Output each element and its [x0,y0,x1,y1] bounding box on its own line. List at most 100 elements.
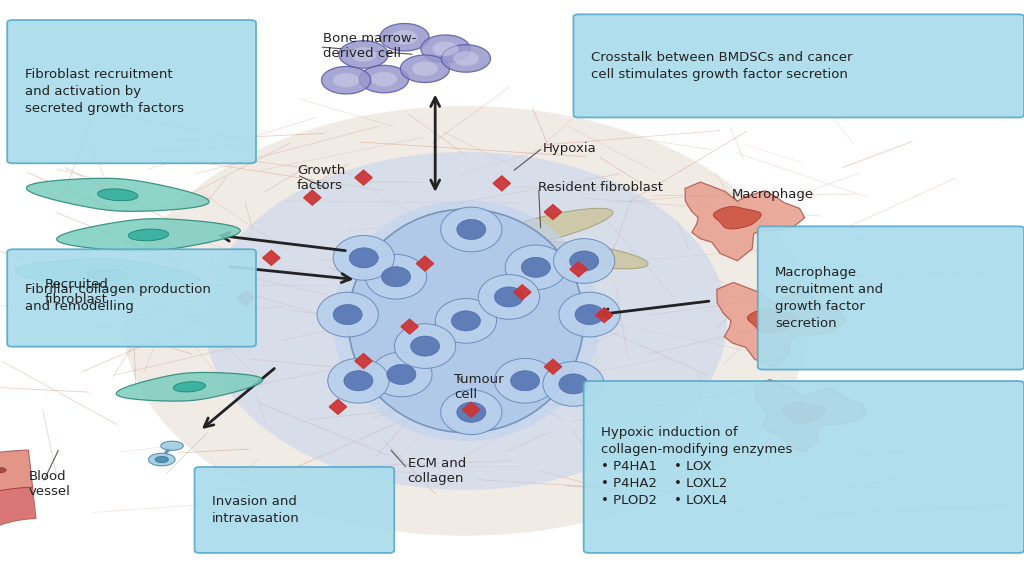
Text: Hypoxia: Hypoxia [543,143,596,155]
Text: Bone marrow-
derived cell: Bone marrow- derived cell [323,32,416,60]
Ellipse shape [344,371,373,391]
Polygon shape [685,182,805,261]
Ellipse shape [505,245,566,290]
Ellipse shape [495,287,523,307]
Ellipse shape [495,359,556,403]
Ellipse shape [412,61,438,76]
FancyBboxPatch shape [758,226,1024,370]
Text: Invasion and
intravasation: Invasion and intravasation [212,495,300,525]
Polygon shape [519,241,648,269]
Ellipse shape [521,257,550,277]
Polygon shape [473,208,612,250]
Ellipse shape [87,269,128,281]
Polygon shape [781,402,825,423]
Text: Resident fibroblast: Resident fibroblast [538,182,663,194]
Polygon shape [263,250,280,265]
Polygon shape [339,41,388,68]
Ellipse shape [391,30,418,45]
FancyBboxPatch shape [7,249,256,347]
Ellipse shape [348,209,584,433]
Ellipse shape [333,236,394,280]
Polygon shape [421,35,470,62]
Polygon shape [0,450,33,573]
Ellipse shape [0,468,6,473]
Text: Hypoxic induction of
collagen-modifying enzymes
• P4HA1    • LOX
• P4HA2    • LO: Hypoxic induction of collagen-modifying … [601,426,793,508]
Ellipse shape [432,41,459,56]
Polygon shape [494,176,510,191]
Ellipse shape [452,311,480,331]
Ellipse shape [453,51,479,66]
Ellipse shape [457,219,485,240]
Ellipse shape [128,229,169,241]
Polygon shape [417,256,433,271]
Text: Tumour
cell: Tumour cell [455,373,504,401]
Polygon shape [596,308,612,323]
Ellipse shape [349,248,378,268]
Polygon shape [748,309,799,333]
Ellipse shape [371,72,397,87]
Ellipse shape [478,274,540,319]
Polygon shape [304,190,321,205]
Polygon shape [514,285,530,300]
Text: Growth
factors: Growth factors [297,164,345,191]
Polygon shape [714,206,761,229]
Ellipse shape [148,453,175,466]
Ellipse shape [440,390,502,435]
Polygon shape [756,380,866,452]
Ellipse shape [371,352,432,397]
FancyBboxPatch shape [573,14,1024,117]
Polygon shape [238,291,254,305]
Ellipse shape [173,382,206,392]
Ellipse shape [123,106,809,536]
Ellipse shape [411,336,439,356]
Ellipse shape [511,371,540,391]
Ellipse shape [156,456,168,463]
FancyBboxPatch shape [195,467,394,553]
Ellipse shape [366,254,427,299]
Ellipse shape [350,47,377,62]
Ellipse shape [333,304,362,325]
Ellipse shape [328,359,389,403]
Text: ECM and
collagen: ECM and collagen [408,457,466,485]
Text: Crosstalk between BMDSCs and cancer
cell stimulates growth factor secretion: Crosstalk between BMDSCs and cancer cell… [591,51,852,81]
Text: Macrophage: Macrophage [732,189,814,201]
Text: Recruited
fibroblast: Recruited fibroblast [45,278,109,306]
Polygon shape [545,359,561,374]
Polygon shape [463,402,479,417]
Ellipse shape [435,299,497,343]
Polygon shape [441,45,490,72]
Polygon shape [380,23,429,51]
Ellipse shape [394,324,456,368]
Ellipse shape [569,251,599,271]
Polygon shape [0,487,36,573]
Text: Macrophage
recruitment and
growth factor
secretion: Macrophage recruitment and growth factor… [775,266,884,330]
Polygon shape [359,65,409,93]
Ellipse shape [97,189,138,201]
Polygon shape [355,354,372,368]
Ellipse shape [575,304,604,325]
Text: Fibrillar collagen production
and remodelling: Fibrillar collagen production and remode… [25,283,211,313]
Text: Blood
vessel: Blood vessel [29,470,71,498]
Polygon shape [322,66,371,94]
Polygon shape [400,55,450,83]
FancyBboxPatch shape [584,381,1024,553]
Polygon shape [117,372,262,401]
Ellipse shape [333,201,599,441]
Polygon shape [401,319,418,334]
Ellipse shape [559,374,588,394]
Polygon shape [56,219,241,251]
Ellipse shape [333,73,359,88]
Ellipse shape [382,266,411,287]
Ellipse shape [559,292,621,337]
Polygon shape [545,205,561,219]
Ellipse shape [554,239,614,283]
Ellipse shape [440,207,502,252]
Text: Fibroblast recruitment
and activation by
secreted growth factors: Fibroblast recruitment and activation by… [25,68,183,115]
Polygon shape [27,178,209,211]
FancyBboxPatch shape [7,20,256,163]
Polygon shape [717,282,846,367]
Ellipse shape [205,152,727,490]
Polygon shape [570,262,587,277]
Polygon shape [355,170,372,185]
Ellipse shape [543,362,604,406]
